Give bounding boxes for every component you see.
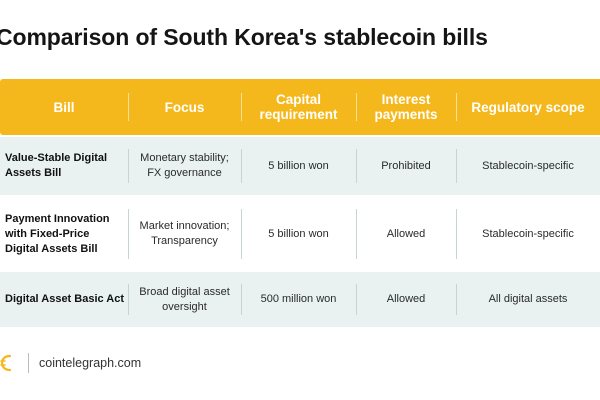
header-capital-requirement-label: Capital requirement bbox=[259, 92, 338, 122]
cell-bill: Digital Asset Basic Act bbox=[0, 272, 128, 327]
cell-bill: Payment Innovation with Fixed-Price Digi… bbox=[0, 197, 128, 271]
cell-regulatory-scope: Stablecoin-specific bbox=[456, 197, 600, 271]
cell-interest-payments: Allowed bbox=[356, 197, 456, 271]
header-bill: Bill bbox=[53, 99, 75, 115]
cell-focus: Broad digital asset oversight bbox=[128, 272, 241, 327]
cell-regulatory-scope: Stablecoin-specific bbox=[456, 137, 600, 195]
cell-bill-text: Digital Asset Basic Act bbox=[5, 293, 125, 305]
cell-bill-text: Payment Innovation with Fixed-Price Digi… bbox=[5, 212, 110, 255]
cell-focus: Market innovation; Transparency bbox=[128, 197, 241, 271]
table-row: Payment Innovation with Fixed-Price Digi… bbox=[0, 197, 600, 271]
page-title: Comparison of South Korea's stablecoin b… bbox=[0, 24, 488, 50]
footer-divider bbox=[28, 353, 29, 373]
cell-regulatory-scope: All digital assets bbox=[456, 272, 600, 327]
footer: cointelegraph.com bbox=[0, 352, 141, 374]
table-row: Value-Stable Digital Assets Bill Monetar… bbox=[0, 137, 600, 195]
cell-capital-requirement: 5 billion won bbox=[241, 137, 356, 195]
table-header-row: Bill Focus Capital requirement Interest … bbox=[0, 79, 600, 135]
cointelegraph-logo-icon bbox=[0, 353, 14, 373]
header-regulatory-scope: Regulatory scope bbox=[456, 79, 600, 135]
header-capital-requirement: Capital requirement bbox=[241, 79, 356, 135]
cell-interest-payments: Prohibited bbox=[356, 137, 456, 195]
cell-bill-text: Value-Stable Digital Assets Bill bbox=[5, 152, 108, 179]
cell-focus-text: Market innovation; Transparency bbox=[139, 220, 230, 247]
comparison-table: Bill Focus Capital requirement Interest … bbox=[0, 79, 600, 135]
cell-focus-text: Broad digital asset oversight bbox=[139, 285, 230, 313]
header-interest-payments-label: Interest payments bbox=[374, 92, 438, 122]
header-interest-payments: Interest payments bbox=[356, 79, 456, 135]
site-url: cointelegraph.com bbox=[39, 356, 142, 370]
cell-interest-payments: Allowed bbox=[356, 272, 456, 327]
cell-capital-requirement: 5 billion won bbox=[241, 197, 356, 271]
cell-focus: Monetary stability; FX governance bbox=[128, 137, 241, 195]
header-focus: Focus bbox=[128, 79, 241, 135]
cell-capital-requirement: 500 million won bbox=[241, 272, 356, 327]
table-row: Digital Asset Basic Act Broad digital as… bbox=[0, 272, 600, 327]
cell-focus-text: Monetary stability; FX governance bbox=[140, 152, 229, 179]
cell-bill: Value-Stable Digital Assets Bill bbox=[0, 137, 128, 195]
